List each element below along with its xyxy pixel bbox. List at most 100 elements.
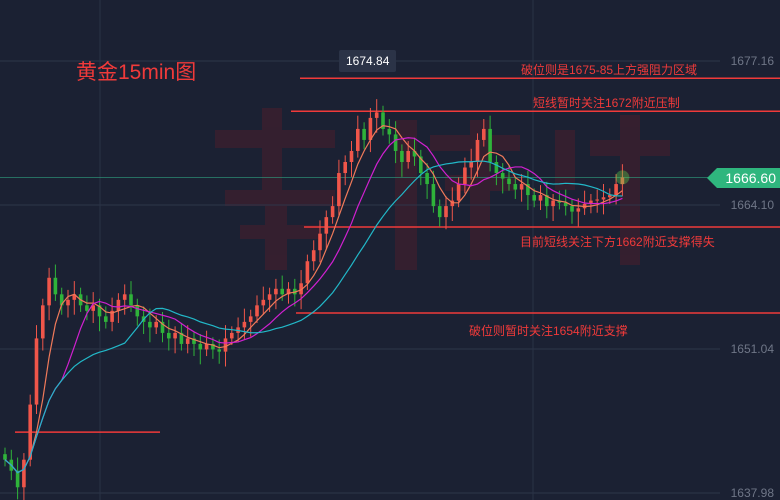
candle-body [337,173,341,207]
candle-body [104,316,108,322]
candle-body [97,305,102,317]
candle-body [267,294,272,300]
candle-body [526,184,530,196]
candle-body [412,150,417,157]
candle-body [47,277,51,306]
y-tick: 1664.10 [730,198,774,212]
candle-body [318,233,322,251]
candle-body [444,206,448,218]
candle-body [179,332,184,344]
level-label: 破位则暂时关注1654附近支撑 [469,324,628,338]
candle-body [532,195,536,201]
candle-body [135,305,140,317]
candle-body [173,332,177,339]
current-price-badge: 1666.60 [707,168,780,188]
candle-body [589,200,593,204]
candle-body [280,288,284,295]
chart-title: 黄金15min图 [76,61,197,84]
y-tick: 1677.16 [730,54,774,68]
candle-body [494,161,499,174]
candle-body [129,294,133,306]
candle-body [53,277,58,295]
candle-body [72,294,77,300]
candle-body [305,261,310,284]
candle-body [22,459,26,488]
candle-body [601,197,606,200]
candle-body [507,178,511,185]
candle-body [557,200,562,203]
candle-body [185,338,190,344]
candle-body [362,128,366,140]
candle-body [85,305,89,311]
candle-body [456,184,461,201]
candle-body [563,202,568,207]
candle-body [217,349,221,352]
candle-body [513,184,518,190]
candle-body [261,299,266,306]
candle-body [242,321,247,328]
candle-body [3,454,7,460]
ma5-line [4,124,623,474]
candle-body [198,343,203,350]
candle-body [614,184,618,196]
candle-body [299,283,303,295]
y-tick: 1651.04 [730,342,774,356]
candle-body [545,195,549,207]
candle-body [211,343,215,350]
level-label: 破位则是1675-85上方强阻力区域 [521,63,698,77]
candle-body [349,150,354,162]
candle-body [425,173,429,185]
candle-body [463,167,467,185]
candle-body [419,156,423,174]
candle-body [488,128,492,162]
candle-body [406,150,410,162]
candle-body [110,310,114,322]
candle-body [343,161,347,174]
candle-body [374,112,379,118]
candle-body [311,250,316,262]
candle-body [519,184,524,190]
candle-body [167,332,171,339]
candle-body [387,128,392,135]
candle-body [400,150,404,162]
candle-body [59,294,64,306]
y-tick: 1637.98 [730,486,774,500]
candle-body [620,177,625,185]
candle-body [248,316,253,322]
candle-body [475,139,480,162]
candle-body [15,470,20,488]
candle-body [154,321,158,328]
candle-body [482,128,486,140]
candle-body [148,321,152,328]
candle-body [500,173,505,179]
candle-body [66,299,70,306]
candle-body [393,134,398,151]
candle-body [255,305,259,317]
candle-body [230,332,234,339]
candle-body [431,184,436,207]
candle-body [469,161,473,168]
candle-body [330,206,335,218]
candle-body [576,208,581,212]
candle-body [595,199,599,201]
candle-body [116,299,121,311]
candle-body [551,200,555,207]
candle-body [204,343,209,350]
candle-body [34,338,39,405]
ma10-line [4,137,623,474]
candle-body [91,305,95,311]
last-price-glow [615,170,630,185]
candle-body [41,305,45,339]
candle-body [192,338,196,344]
candle-body [286,288,291,295]
candle-body [28,404,32,460]
candle-body [570,206,574,212]
candle-body [356,128,360,151]
candle-body [538,195,543,201]
level-label: 短线暂时关注1672附近压制 [533,96,680,110]
candle-body [368,117,373,140]
candle-body [324,217,329,234]
high-price-label: 1674.84 [339,50,397,72]
